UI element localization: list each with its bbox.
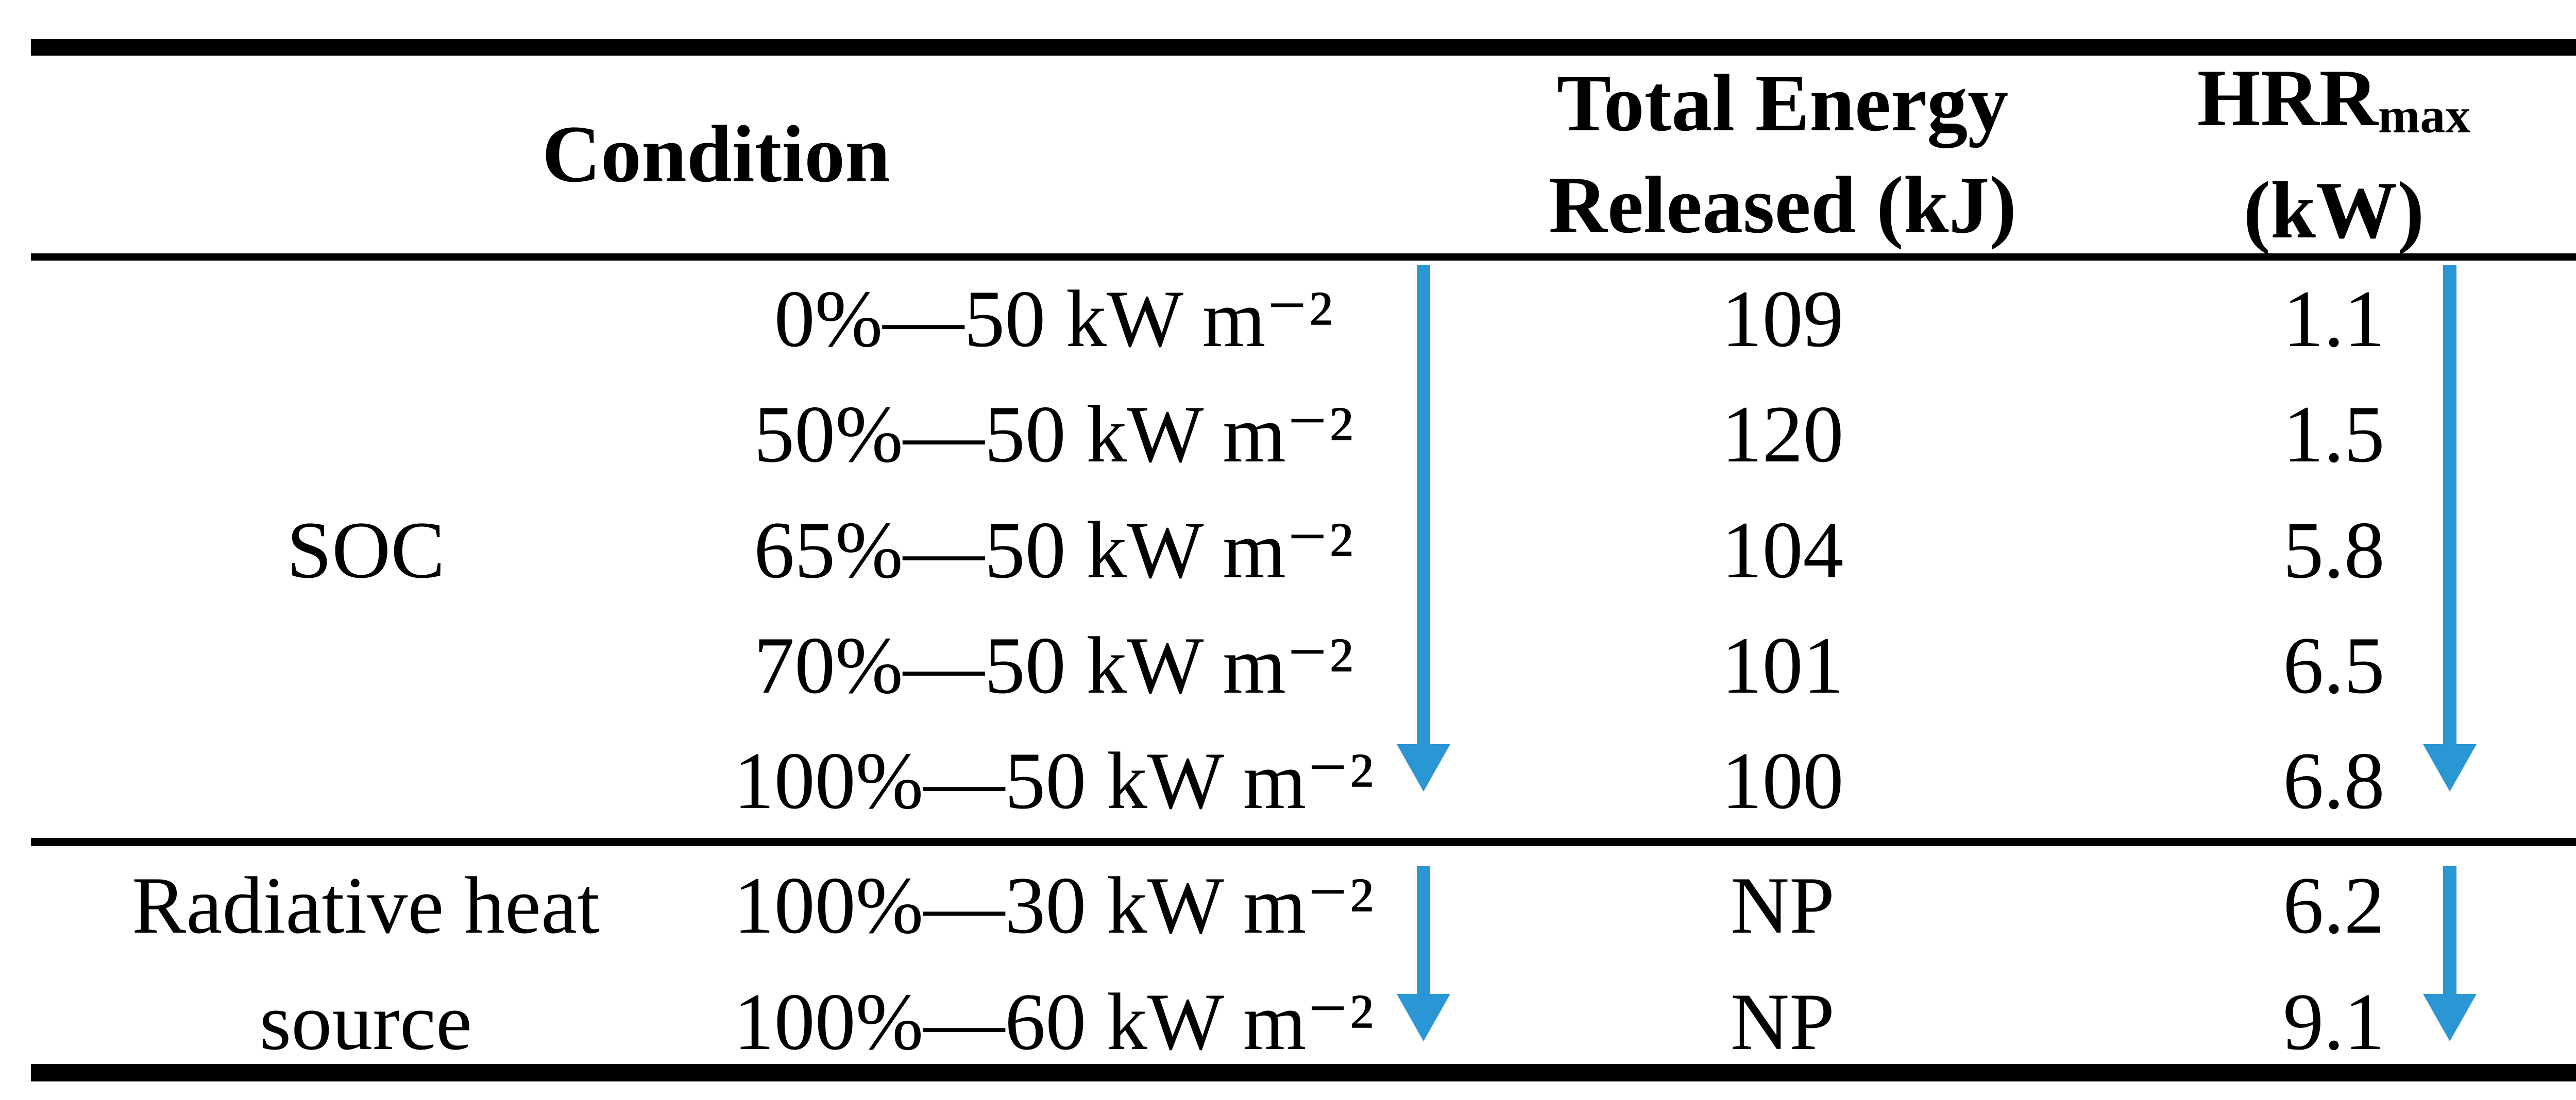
row5-hrr-cell: 6.8 bbox=[2283, 736, 2385, 826]
row2-total-energy-cell: 120 bbox=[1721, 389, 1844, 479]
row4-total-energy-cell: 101 bbox=[1721, 621, 1844, 711]
row2-condition-cell: 50%—50 kW m⁻² bbox=[754, 389, 1353, 479]
group-label-radiative-line2: source bbox=[259, 977, 472, 1067]
arrow-shaft bbox=[1417, 866, 1430, 994]
radiative-hrr-trend-down-arrow-icon bbox=[2423, 866, 2477, 1041]
arrow-head bbox=[1397, 994, 1450, 1041]
column-header-hrr-max: HRRmax (kW) bbox=[2025, 53, 2576, 255]
arrow-shaft bbox=[1417, 265, 1430, 744]
row6-condition-cell: 100%—30 kW m⁻² bbox=[733, 861, 1374, 951]
group-label-soc: SOC bbox=[286, 505, 445, 595]
hrr-header-line2: (kW) bbox=[2243, 165, 2425, 255]
row2-hrr-cell: 1.5 bbox=[2283, 389, 2385, 479]
total-energy-header-line2: Released (kJ) bbox=[1548, 160, 2017, 250]
row5-total-energy-cell: 100 bbox=[1721, 736, 1844, 826]
arrow-head bbox=[2423, 994, 2477, 1041]
condition-header-label: Condition bbox=[541, 109, 891, 199]
table-section-divider-rule bbox=[31, 838, 2576, 846]
column-header-condition: Condition bbox=[201, 57, 1231, 252]
group-label-radiative-line1: Radiative heat bbox=[131, 861, 600, 951]
table-header-rule bbox=[31, 253, 2576, 261]
arrow-head bbox=[2423, 744, 2477, 792]
row7-total-energy-cell: NP bbox=[1731, 977, 1835, 1067]
row3-hrr-cell: 5.8 bbox=[2283, 505, 2385, 595]
arrow-shaft bbox=[2443, 265, 2456, 744]
row7-hrr-cell: 9.1 bbox=[2283, 977, 2385, 1067]
row4-condition-cell: 70%—50 kW m⁻² bbox=[754, 621, 1353, 711]
row6-hrr-cell: 6.2 bbox=[2283, 861, 2385, 951]
total-energy-header-line1: Total Energy bbox=[1556, 58, 2009, 148]
row1-hrr-cell: 1.1 bbox=[2283, 274, 2385, 364]
soc-hrr-trend-down-arrow-icon bbox=[2423, 265, 2477, 792]
table-top-rule bbox=[31, 39, 2576, 56]
row3-condition-cell: 65%—50 kW m⁻² bbox=[754, 505, 1353, 595]
arrow-shaft bbox=[2443, 866, 2456, 994]
row7-condition-cell: 100%—60 kW m⁻² bbox=[733, 977, 1374, 1067]
soc-condition-trend-down-arrow-icon bbox=[1397, 265, 1450, 792]
row6-total-energy-cell: NP bbox=[1731, 861, 1835, 951]
row3-total-energy-cell: 104 bbox=[1721, 505, 1844, 595]
arrow-head bbox=[1397, 744, 1450, 792]
column-header-total-energy: Total Energy Released (kJ) bbox=[1422, 57, 2143, 252]
radiative-condition-trend-down-arrow-icon bbox=[1397, 866, 1450, 1041]
row5-condition-cell: 100%—50 kW m⁻² bbox=[733, 736, 1374, 826]
hrr-header-line1: HRRmax bbox=[2197, 53, 2471, 144]
table-bottom-rule bbox=[31, 1064, 2576, 1081]
row4-hrr-cell: 6.5 bbox=[2283, 621, 2385, 711]
row1-condition-cell: 0%—50 kW m⁻² bbox=[774, 274, 1333, 364]
row1-total-energy-cell: 109 bbox=[1721, 274, 1844, 364]
hrr-max-subscript: max bbox=[2378, 88, 2471, 144]
